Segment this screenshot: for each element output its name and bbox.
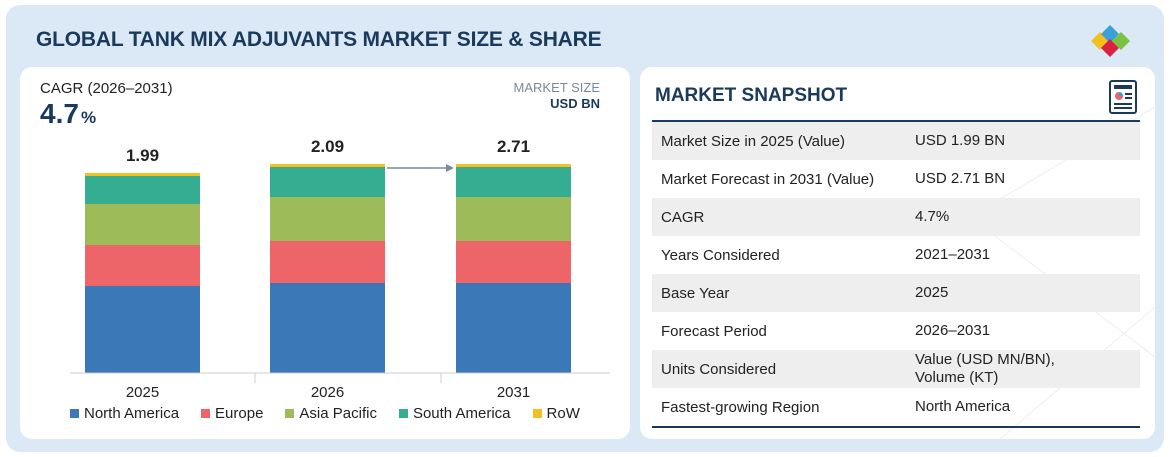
row-value: Value (USD MN/BN), Volume (KT)	[906, 350, 1140, 388]
table-row: CAGR 4.7%	[652, 198, 1140, 236]
cagr-number: 4.7	[40, 98, 79, 129]
bar-segment-europe-2025	[85, 245, 200, 286]
legend-item-europe: Europe	[201, 405, 263, 422]
logo-diamond-green	[1112, 32, 1130, 50]
table-row: Fastest-growing Region North America	[652, 388, 1140, 426]
table-row: Years Considered 2021–2031	[652, 236, 1140, 274]
legend-swatch-south-america	[398, 409, 408, 418]
chart-legend: North America Europe Asia Pacific South …	[70, 405, 602, 422]
market-size-unit: USD BN	[550, 96, 600, 111]
data-label-total-2031: 2.71	[497, 137, 530, 156]
snapshot-panel: MARKET SNAPSHOT Market Size in 2025 (Val…	[640, 67, 1155, 439]
table-row: Forecast Period 2026–2031	[652, 312, 1140, 350]
bar-segment-europe-2026	[270, 241, 385, 283]
legend-label-europe: Europe	[215, 405, 264, 422]
page-frame: GLOBAL TANK MIX ADJUVANTS MARKET SIZE & …	[6, 5, 1164, 452]
bar-segment-row-2031	[456, 164, 571, 167]
background-decoration	[969, 106, 1155, 439]
row-value: North America	[915, 398, 1011, 415]
x-tick-label-2031: 2031	[497, 384, 530, 401]
chart-panel: CAGR (2026–2031) 4.7% MARKET SIZE USD BN…	[20, 67, 630, 439]
row-value: 2026–2031	[915, 322, 991, 339]
row-key: Units Considered	[661, 360, 777, 378]
x-tick-label-2026: 2026	[311, 384, 344, 401]
table-row: Units Considered Value (USD MN/BN), Volume…	[652, 350, 1140, 388]
bar-segment-north-america-2026	[270, 283, 385, 373]
cagr-value: 4.7%	[40, 98, 96, 130]
table-row: Market Forecast in 2031 (Value) USD 2.71 …	[652, 160, 1140, 198]
row-value: USD 2.71 BN	[915, 170, 1006, 187]
row-key: Fastest-growing Region	[661, 398, 820, 416]
legend-item-north-america: North America	[70, 405, 179, 422]
legend-swatch-asia-pacific	[285, 409, 295, 418]
row-key: Years Considered	[661, 246, 780, 264]
row-value: USD 1.99 BN	[915, 132, 1006, 149]
row-value: 4.7%	[915, 208, 950, 225]
snapshot-title: MARKET SNAPSHOT	[655, 85, 848, 106]
row-key: Market Size in 2025 (Value)	[661, 132, 845, 150]
legend-item-south-america: South America	[398, 405, 511, 422]
growth-arrow-head-icon	[446, 164, 454, 172]
bar-segment-north-america-2025	[85, 286, 200, 373]
row-key: Forecast Period	[661, 322, 767, 340]
legend-label-row: RoW	[546, 405, 580, 422]
row-value-line-1: Value (USD MN/BN),	[915, 351, 1055, 368]
legend-swatch-row	[532, 409, 542, 418]
cagr-unit: %	[80, 108, 97, 127]
legend-item-row: RoW	[532, 405, 580, 422]
legend-swatch-europe	[201, 409, 211, 418]
legend-label-asia-pacific: Asia Pacific	[299, 405, 377, 422]
stacked-bar-chart: 1.99 2025 2.09 2026 2.71 2031	[70, 137, 610, 401]
bar-segment-asia-pacific-2031	[456, 197, 571, 241]
bar-segment-asia-pacific-2026	[270, 197, 385, 241]
snapshot-top-rule	[652, 120, 1140, 122]
bar-segment-row-2025	[85, 173, 200, 176]
row-value: 2025	[915, 284, 949, 301]
x-tick-label-2025: 2025	[126, 384, 159, 401]
bar-segment-south-america-2031	[456, 167, 571, 197]
row-value-line-2: Volume (KT)	[915, 369, 999, 386]
row-value: 2021–2031	[915, 246, 991, 263]
row-key: Base Year	[661, 284, 730, 302]
table-row: Base Year 2025	[652, 274, 1140, 312]
snapshot-table: Market Size in 2025 (Value) USD 1.99 BN M…	[652, 122, 1140, 426]
bar-segment-south-america-2025	[85, 176, 200, 204]
snapshot-bottom-rule	[652, 426, 1140, 428]
cagr-label: CAGR (2026–2031)	[40, 80, 173, 97]
bar-segment-south-america-2026	[270, 167, 385, 197]
data-label-total-2025: 1.99	[126, 146, 159, 165]
bar-segment-row-2026	[270, 164, 385, 167]
row-key: Market Forecast in 2031 (Value)	[661, 170, 875, 188]
table-row: Market Size in 2025 (Value) USD 1.99 BN	[652, 122, 1140, 160]
legend-item-asia-pacific: Asia Pacific	[285, 405, 377, 422]
market-size-label: MARKET SIZE	[513, 80, 600, 95]
report-document-icon	[1109, 80, 1137, 114]
row-key: CAGR	[661, 208, 705, 226]
bar-segment-asia-pacific-2025	[85, 204, 200, 245]
brand-logo-icon	[1091, 25, 1130, 57]
bar-segment-europe-2031	[456, 241, 571, 283]
legend-swatch-north-america	[70, 409, 79, 418]
legend-label-south-america: South America	[412, 405, 511, 422]
data-label-total-2026: 2.09	[311, 137, 344, 156]
bar-segment-north-america-2031	[456, 283, 571, 373]
page-title: GLOBAL TANK MIX ADJUVANTS MARKET SIZE & …	[36, 28, 602, 51]
legend-label-north-america: North America	[84, 405, 180, 422]
